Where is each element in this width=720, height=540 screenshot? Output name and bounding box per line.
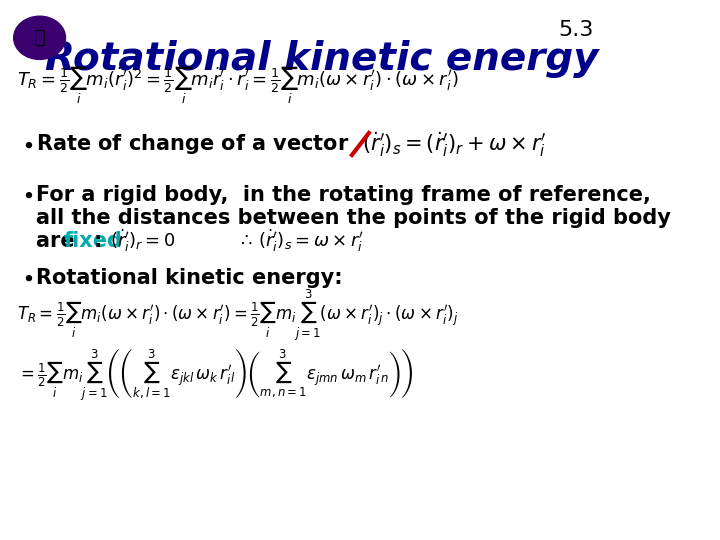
Text: $\bullet$: $\bullet$ <box>21 268 33 288</box>
Text: are: are <box>35 231 81 251</box>
Text: Rotational kinetic energy:: Rotational kinetic energy: <box>35 268 342 288</box>
Text: $(\dot{r}_i^{\prime})_r = 0$: $(\dot{r}_i^{\prime})_r = 0$ <box>110 228 176 254</box>
Text: $T_R = \frac{1}{2}\sum_i m_i(\omega \times r_i^{\prime})\cdot(\omega \times r_i^: $T_R = \frac{1}{2}\sum_i m_i(\omega \tim… <box>17 287 459 343</box>
Text: $\bullet$: $\bullet$ <box>21 185 33 205</box>
Text: $T_R = \frac{1}{2}\sum_i m_i(\dot{r}_i^{\prime})^2 = \frac{1}{2}\sum_i m_i \dot{: $T_R = \frac{1}{2}\sum_i m_i(\dot{r}_i^{… <box>17 64 459 106</box>
Text: all the distances between the points of the rigid body: all the distances between the points of … <box>35 208 670 228</box>
Text: $\bullet$: $\bullet$ <box>21 135 33 155</box>
Text: fixed: fixed <box>63 231 122 251</box>
Text: :: : <box>94 231 125 251</box>
Text: Rate of change of a vector  $(\dot{r}_i^{\prime})_s = (\dot{r}_i^{\prime})_r + \: Rate of change of a vector $(\dot{r}_i^{… <box>35 131 546 159</box>
Text: Rotational kinetic energy: Rotational kinetic energy <box>45 40 599 78</box>
Text: 5.3: 5.3 <box>558 20 593 40</box>
Text: 🦎: 🦎 <box>34 28 45 48</box>
Circle shape <box>14 16 66 59</box>
Text: $= \frac{1}{2}\sum_i m_i \sum_{j=1}^{3}\left(\left(\sum_{k,l=1}^{3}\varepsilon_{: $= \frac{1}{2}\sum_i m_i \sum_{j=1}^{3}\… <box>17 347 413 403</box>
Text: $\therefore\, (\dot{r}_i^{\prime})_s = \omega \times r_i^{\prime}$: $\therefore\, (\dot{r}_i^{\prime})_s = \… <box>238 228 364 254</box>
Text: For a rigid body,  in the rotating frame of reference,: For a rigid body, in the rotating frame … <box>35 185 650 205</box>
